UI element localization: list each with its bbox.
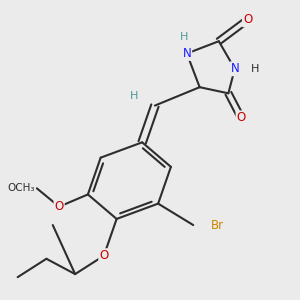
Text: H: H (251, 64, 260, 74)
Text: N: N (182, 47, 191, 60)
Text: O: O (55, 200, 64, 213)
Text: OCH₃: OCH₃ (8, 183, 35, 193)
Text: O: O (99, 249, 109, 262)
Text: H: H (179, 32, 188, 42)
Text: N: N (230, 62, 239, 75)
Text: Br: Br (211, 219, 224, 232)
Text: H: H (130, 92, 138, 101)
Text: O: O (236, 111, 246, 124)
Text: O: O (243, 13, 252, 26)
